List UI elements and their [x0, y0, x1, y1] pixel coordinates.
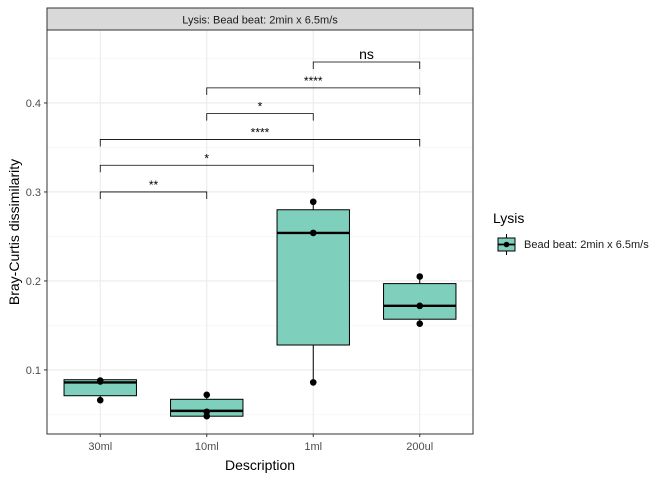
- y-axis-title: Bray-Curtis dissimilarity: [6, 159, 22, 305]
- x-tick-label: 1ml: [304, 441, 322, 453]
- data-point: [416, 302, 424, 310]
- significance-bracket: [99, 191, 208, 199]
- data-point: [96, 377, 104, 384]
- plot-panel: [47, 30, 473, 434]
- legend: Lysis Bead beat: 2min x 6.5m/s: [493, 210, 649, 255]
- significance-label: ****: [251, 125, 270, 139]
- x-tick-label: 10ml: [195, 441, 219, 453]
- data-point: [416, 273, 424, 280]
- significance-bracket: [312, 61, 421, 70]
- significance-label: *: [258, 100, 263, 114]
- significance-bracket: [99, 164, 314, 173]
- plot-panel-border: [46, 29, 474, 435]
- data-point: [416, 320, 424, 327]
- data-points: [96, 198, 424, 420]
- x-tick-label: 200ul: [406, 441, 433, 453]
- facet-strip-label: Lysis: Bead beat: 2min x 6.5m/s: [182, 15, 338, 27]
- data-point: [203, 408, 211, 416]
- significance-label: **: [149, 178, 159, 192]
- y-tick-label: 0.1: [26, 365, 41, 377]
- significance-label: ns: [359, 46, 374, 62]
- x-axis-title: Description: [225, 457, 295, 473]
- box-200ul: [383, 283, 457, 320]
- y-axis: 0.1 0.2 0.3 0.4: [26, 98, 47, 377]
- y-tick-label: 0.3: [26, 187, 41, 199]
- significance-label: *: [204, 151, 209, 165]
- data-point: [203, 391, 211, 399]
- x-axis: 30ml 10ml 1ml 200ul: [88, 434, 433, 453]
- x-tick-label: 30ml: [88, 441, 112, 453]
- legend-entry-label: Bead beat: 2min x 6.5m/s: [524, 239, 649, 251]
- legend-title: Lysis: [493, 210, 524, 226]
- significance-bracket: [99, 139, 421, 147]
- data-point: [309, 198, 317, 206]
- legend-key: [497, 234, 516, 255]
- significance-bracket: [206, 113, 314, 121]
- significance-bracket: [206, 87, 421, 95]
- legend-key-point: [503, 241, 510, 248]
- data-point: [309, 229, 317, 237]
- data-point: [309, 379, 317, 386]
- y-tick-label: 0.4: [26, 98, 41, 110]
- data-point: [96, 396, 104, 404]
- significance-brackets: ************ns: [99, 46, 421, 199]
- y-tick-label: 0.2: [26, 276, 41, 288]
- significance-label: ****: [304, 74, 323, 88]
